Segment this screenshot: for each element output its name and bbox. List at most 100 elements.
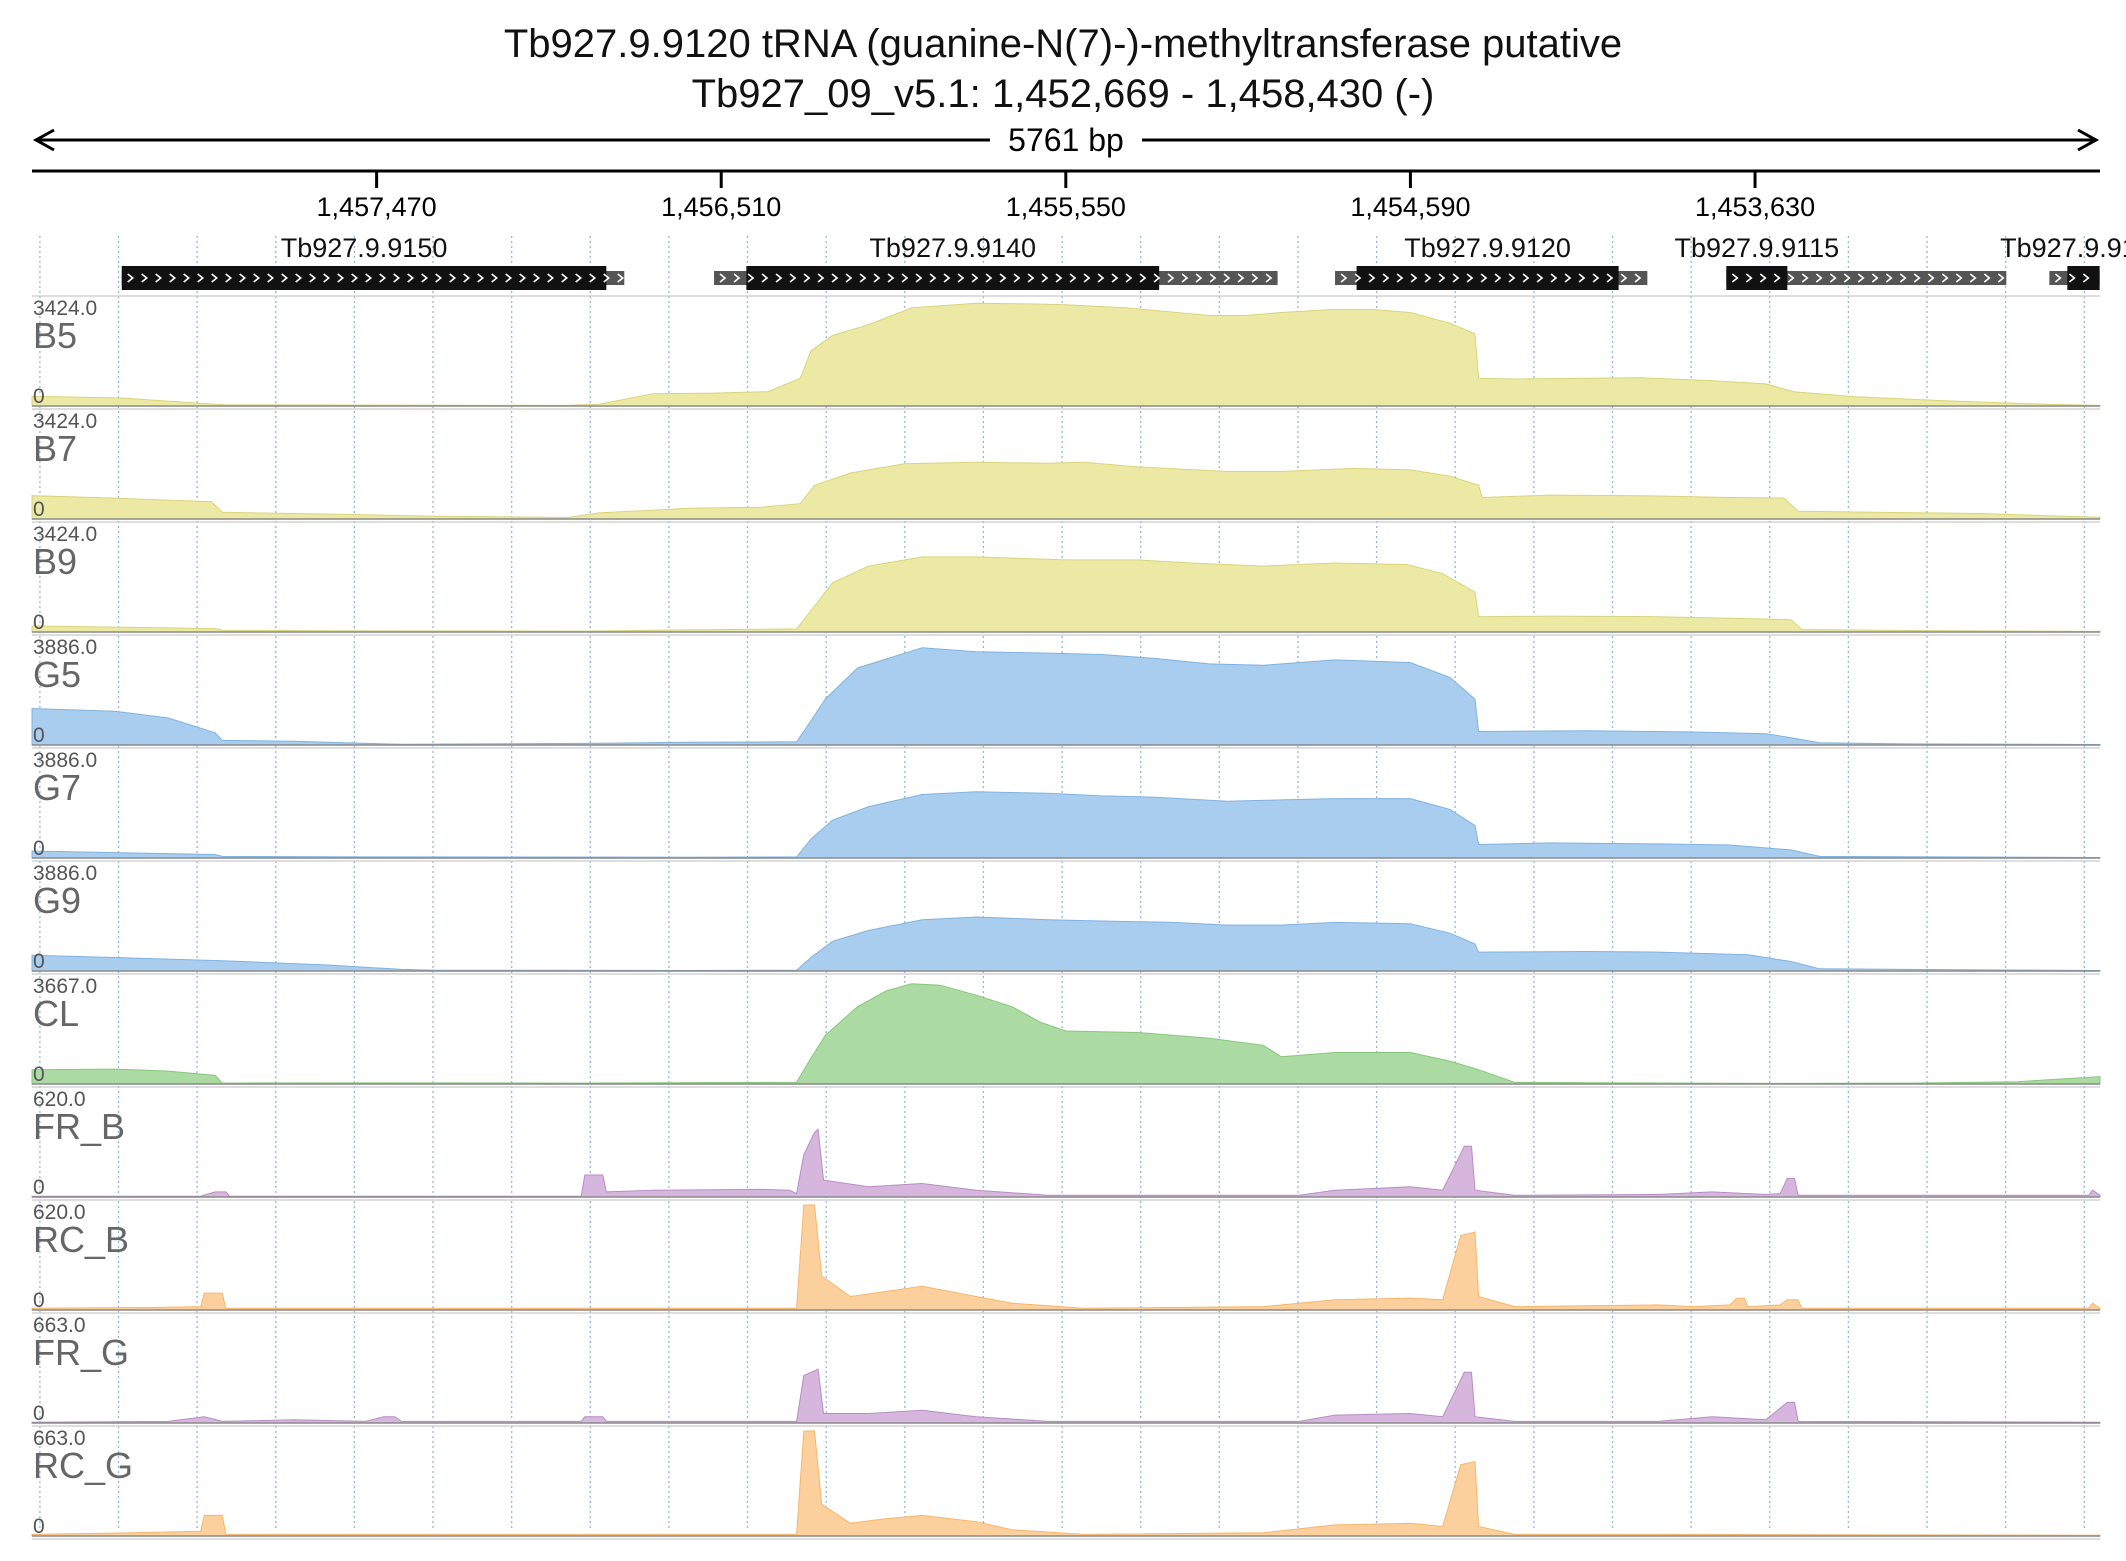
track-max-label: 620.0 bbox=[33, 1201, 86, 1224]
track-max-label: 620.0 bbox=[33, 1088, 86, 1111]
strand-arrow-icon bbox=[761, 273, 769, 283]
gene-model bbox=[1335, 266, 1648, 290]
strand-arrow-icon bbox=[1027, 273, 1035, 283]
strand-arrow-icon bbox=[323, 273, 331, 283]
strand-arrow-icon bbox=[1041, 273, 1049, 283]
track-name: RC_B bbox=[33, 1219, 129, 1260]
strand-arrow-icon bbox=[1209, 273, 1217, 283]
region-locus: Tb927_09_v5.1: 1,452,669 - 1,458,430 (-) bbox=[691, 72, 1435, 116]
strand-arrow-icon bbox=[1536, 273, 1544, 283]
x-tick-label: 1,455,550 bbox=[1006, 192, 1126, 222]
strand-arrow-icon bbox=[1111, 273, 1119, 283]
strand-arrow-icon bbox=[1759, 273, 1767, 283]
strand-arrow-icon bbox=[1829, 273, 1837, 283]
x-tick-label: 1,457,470 bbox=[317, 192, 437, 222]
strand-arrow-icon bbox=[1983, 273, 1991, 283]
coverage-area-fr_b bbox=[31, 1128, 2101, 1198]
strand-arrow-icon bbox=[561, 273, 569, 283]
coverage-area-fr_g bbox=[31, 1368, 2101, 1424]
gene-label: Tb927.9.9120 bbox=[1404, 233, 1571, 263]
track-name: B5 bbox=[33, 315, 77, 356]
track-max-label: 3886.0 bbox=[33, 749, 97, 772]
strand-arrow-icon bbox=[589, 273, 597, 283]
coverage-area-cl bbox=[31, 983, 2101, 1085]
strand-arrow-icon bbox=[379, 273, 387, 283]
strand-arrow-icon bbox=[1466, 273, 1474, 283]
strand-arrow-icon bbox=[393, 273, 401, 283]
strand-arrow-icon bbox=[225, 273, 233, 283]
strand-arrow-icon bbox=[1731, 273, 1739, 283]
strand-arrow-icon bbox=[1885, 273, 1893, 283]
strand-arrow-icon bbox=[1382, 273, 1390, 283]
strand-arrow-icon bbox=[547, 273, 555, 283]
coverage-area-b5 bbox=[31, 302, 2101, 407]
strand-arrow-icon bbox=[1097, 273, 1105, 283]
strand-arrow-icon bbox=[1592, 273, 1600, 283]
strand-arrow-icon bbox=[1550, 273, 1558, 283]
track-zero-label: 0 bbox=[33, 498, 45, 521]
strand-arrow-icon bbox=[1745, 273, 1753, 283]
track-zero-label: 0 bbox=[33, 1176, 45, 1199]
track-zero-label: 0 bbox=[33, 1289, 45, 1312]
strand-arrow-icon bbox=[957, 273, 965, 283]
strand-arrow-icon bbox=[1396, 273, 1404, 283]
strand-arrow-icon bbox=[1181, 273, 1189, 283]
track-zero-label: 0 bbox=[33, 1063, 45, 1086]
strand-arrow-icon bbox=[1410, 273, 1418, 283]
strand-arrow-icon bbox=[295, 273, 303, 283]
strand-arrow-icon bbox=[281, 273, 289, 283]
track-name: FR_B bbox=[33, 1106, 125, 1147]
strand-arrow-icon bbox=[603, 273, 611, 283]
strand-arrow-icon bbox=[617, 273, 625, 283]
track-name: CL bbox=[33, 993, 79, 1034]
strand-arrow-icon bbox=[1125, 273, 1133, 283]
strand-arrow-icon bbox=[775, 273, 783, 283]
strand-arrow-icon bbox=[1424, 273, 1432, 283]
strand-arrow-icon bbox=[183, 273, 191, 283]
strand-arrow-icon bbox=[971, 273, 979, 283]
strand-arrow-icon bbox=[943, 273, 951, 283]
gene-cds bbox=[2067, 266, 2100, 290]
track-zero-label: 0 bbox=[33, 950, 45, 973]
strand-arrow-icon bbox=[1251, 273, 1259, 283]
strand-arrow-icon bbox=[859, 273, 867, 283]
track-max-label: 663.0 bbox=[33, 1427, 86, 1450]
strand-arrow-icon bbox=[1223, 273, 1231, 283]
coverage-area-g5 bbox=[31, 647, 2101, 746]
track-zero-label: 0 bbox=[33, 1515, 45, 1538]
strand-arrow-icon bbox=[1941, 273, 1949, 283]
span-arrow-right-icon bbox=[2077, 128, 2100, 152]
strand-arrow-icon bbox=[267, 273, 275, 283]
strand-arrow-icon bbox=[803, 273, 811, 283]
strand-arrow-icon bbox=[239, 273, 247, 283]
strand-arrow-icon bbox=[1522, 273, 1530, 283]
strand-arrow-icon bbox=[901, 273, 909, 283]
gene-model bbox=[121, 266, 625, 290]
strand-arrow-icon bbox=[1265, 273, 1273, 283]
track-name: RC_G bbox=[33, 1445, 133, 1486]
strand-arrow-icon bbox=[1139, 273, 1147, 283]
gene-model bbox=[1726, 266, 2007, 290]
strand-arrow-icon bbox=[1578, 273, 1586, 283]
strand-arrow-icon bbox=[1927, 273, 1935, 283]
track-name: G7 bbox=[33, 767, 81, 808]
strand-arrow-icon bbox=[2054, 273, 2062, 283]
strand-arrow-icon bbox=[1069, 273, 1077, 283]
strand-arrow-icon bbox=[1815, 273, 1823, 283]
track-name: G5 bbox=[33, 654, 81, 695]
coverage-area-rc_g bbox=[31, 1430, 2101, 1537]
strand-arrow-icon bbox=[477, 273, 485, 283]
strand-arrow-icon bbox=[1480, 273, 1488, 283]
strand-arrow-icon bbox=[421, 273, 429, 283]
strand-arrow-icon bbox=[169, 273, 177, 283]
strand-arrow-icon bbox=[211, 273, 219, 283]
strand-arrow-icon bbox=[1899, 273, 1907, 283]
track-zero-label: 0 bbox=[33, 1402, 45, 1425]
track-zero-label: 0 bbox=[33, 724, 45, 747]
track-name: B7 bbox=[33, 428, 77, 469]
strand-arrow-icon bbox=[1913, 273, 1921, 283]
coverage-area-rc_b bbox=[31, 1204, 2101, 1311]
track-max-label: 3424.0 bbox=[33, 410, 97, 433]
